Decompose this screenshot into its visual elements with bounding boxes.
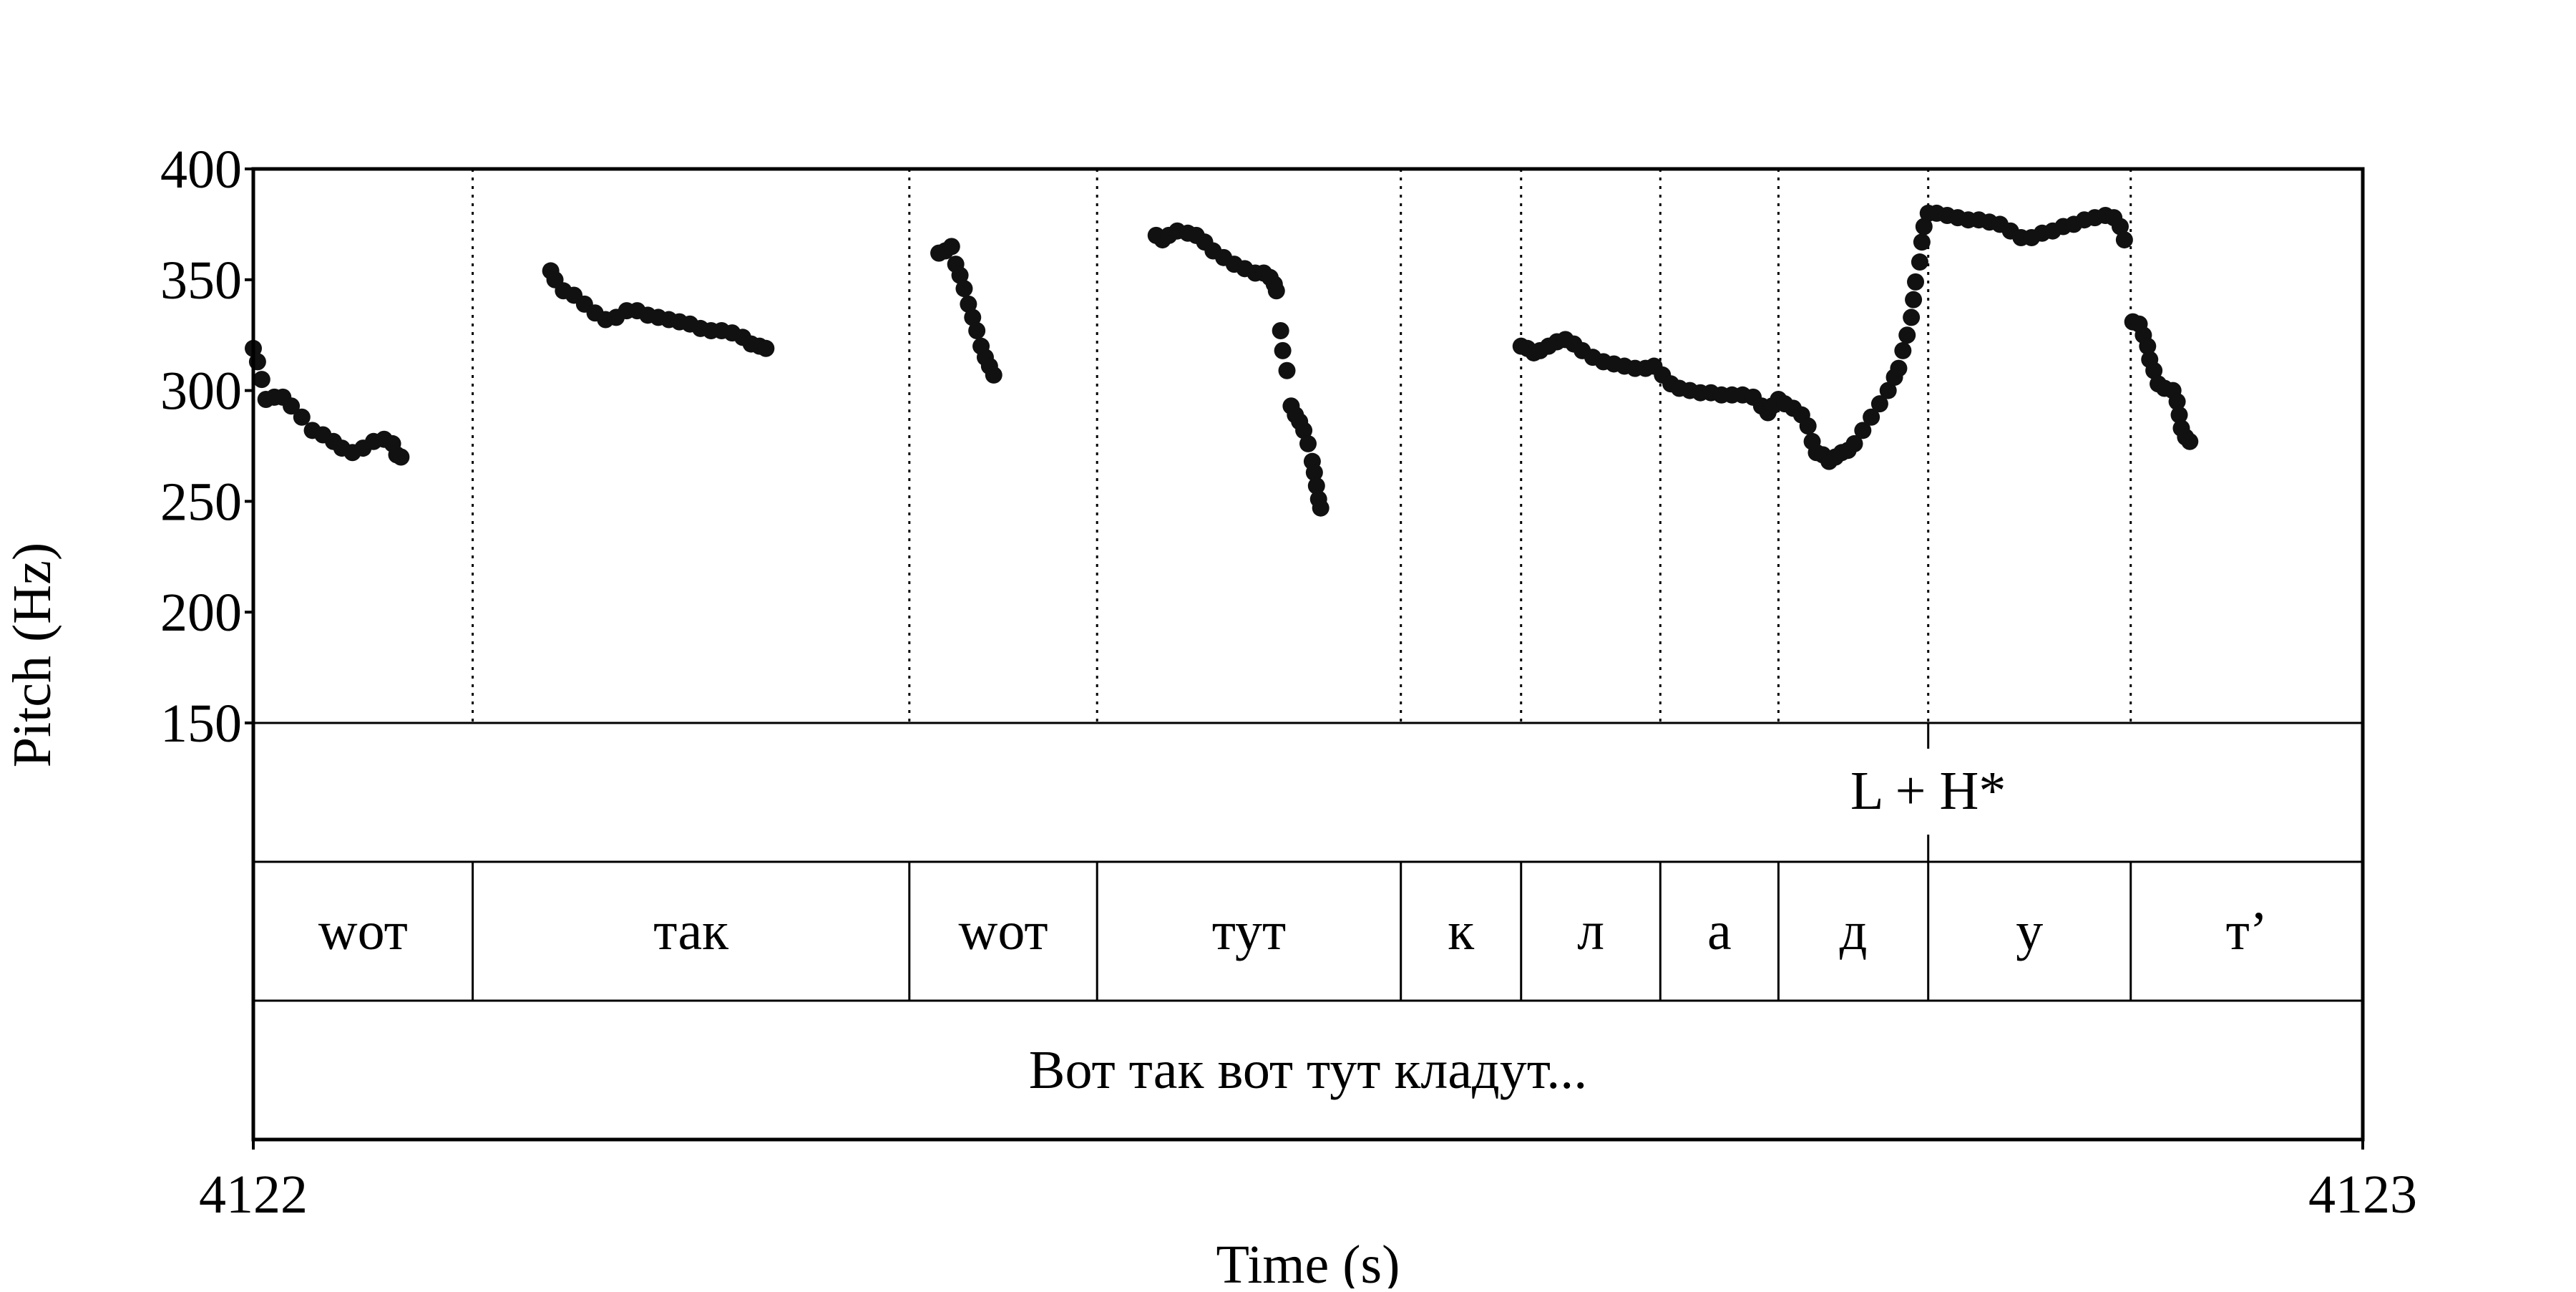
pitch-point — [2139, 337, 2157, 355]
pitch-point — [2111, 218, 2129, 235]
pitch-point — [951, 266, 969, 284]
pitch-point — [1854, 422, 1872, 439]
pitch-point — [1799, 417, 1817, 435]
pitch-point — [1305, 464, 1323, 482]
pitch-point — [253, 371, 270, 389]
pitch-point — [1911, 253, 1928, 271]
pitch-points — [245, 204, 2199, 517]
word-label: у — [2016, 901, 2043, 961]
utterance-label: Вот так вот тут кладут... — [1029, 1040, 1587, 1100]
word-label: wот — [318, 901, 408, 961]
pitch-point — [985, 366, 1002, 384]
pitch-point — [248, 353, 266, 371]
pitch-point — [1274, 341, 1292, 359]
word-label: wот — [958, 901, 1048, 961]
pitch-point — [2170, 406, 2188, 424]
chart-frame — [251, 167, 2365, 1142]
pitch-point — [960, 295, 977, 313]
pitch-point — [968, 322, 986, 340]
pitch-point — [1845, 434, 1863, 452]
pitch-point — [1907, 273, 1925, 291]
y-tick-label: 350 — [160, 251, 242, 311]
pitch-point — [1295, 422, 1313, 439]
word-label: к — [1448, 901, 1474, 961]
pitch-point — [283, 397, 301, 415]
y-axis: 150 200 250 300 350 400 — [160, 140, 253, 754]
pitch-point — [392, 448, 410, 466]
word-label: д — [1840, 901, 1868, 961]
pitch-point — [2115, 231, 2133, 249]
pitch-point — [955, 280, 973, 298]
pitch-point — [1870, 395, 1888, 413]
pitch-point — [942, 238, 960, 256]
pitch-point — [1890, 359, 1908, 377]
pitch-point — [1863, 408, 1880, 426]
pitch-point — [2181, 432, 2199, 450]
pitch-point — [1903, 309, 1921, 326]
pitch-point — [2168, 393, 2186, 411]
y-tick-label: 250 — [160, 472, 242, 532]
plot-border — [251, 167, 2365, 1142]
pitch-point — [757, 339, 775, 357]
y-axis-label: Pitch (Hz) — [2, 543, 62, 767]
x-axis-label: Time (s) — [1216, 1235, 1400, 1288]
pitch-point — [1312, 499, 1330, 517]
pitch-point — [1278, 361, 1296, 379]
pitch-point — [1905, 291, 1923, 309]
pitch-point — [1307, 477, 1325, 495]
pitch-point — [1894, 341, 1912, 359]
pitch-point — [964, 309, 982, 326]
y-tick-label: 400 — [160, 140, 242, 200]
pitch-point — [1913, 233, 1931, 251]
word-label: т’ — [2226, 901, 2268, 961]
pitch-point — [1898, 326, 1916, 344]
word-label: так — [653, 901, 728, 961]
pitch-point — [293, 408, 311, 426]
tier-boundary-lines — [472, 169, 2132, 723]
tone-label: L + H* — [1850, 761, 2006, 821]
pitch-point — [1879, 382, 1897, 399]
pitch-point — [1915, 218, 1933, 235]
annotation-tiers: L + H* wот так wот тут к л а д у т’ Вот так вот тут… — [318, 723, 2268, 1100]
word-label: тут — [1212, 901, 1286, 961]
y-tick-label: 150 — [160, 694, 242, 754]
x-axis: 4122 4123 — [199, 1140, 2417, 1225]
y-tick-label: 200 — [160, 583, 242, 643]
word-label: а — [1707, 901, 1732, 961]
y-tick-label: 300 — [160, 361, 242, 422]
pitch-point — [1267, 282, 1285, 300]
x-tick-label: 4123 — [2308, 1165, 2417, 1225]
pitch-point — [2145, 361, 2163, 379]
word-label: л — [1577, 901, 1604, 961]
pitch-point — [1272, 322, 1289, 340]
x-tick-label: 4122 — [199, 1165, 308, 1225]
pitch-point — [1299, 434, 1317, 452]
